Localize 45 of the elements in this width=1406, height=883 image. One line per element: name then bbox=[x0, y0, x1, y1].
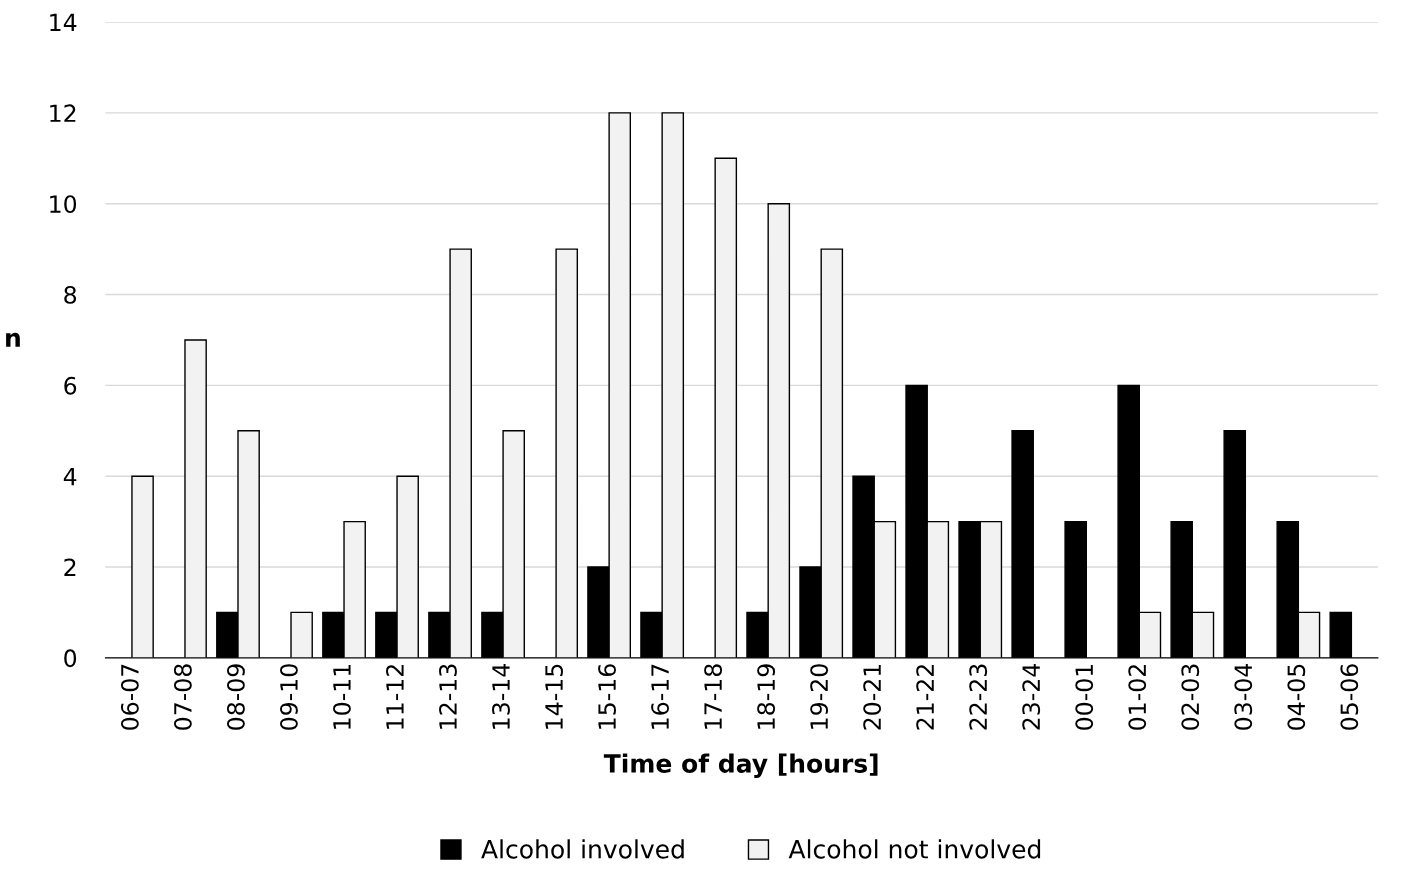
y-axis-title: n bbox=[6, 332, 20, 347]
x-tick-label: 17-18 bbox=[704, 664, 723, 729]
x-tick-label: 13-14 bbox=[492, 664, 510, 729]
x-tick-label: 23-24 bbox=[1022, 664, 1041, 730]
bar bbox=[1011, 430, 1034, 658]
x-tick-label: 09-10 bbox=[280, 664, 298, 730]
x-tick-label: 07-08 bbox=[173, 664, 192, 730]
bar bbox=[131, 475, 154, 658]
y-tick-label: 2 bbox=[64, 558, 76, 576]
bar bbox=[1223, 430, 1247, 658]
bar bbox=[1329, 611, 1353, 658]
legend-label: Alcohol involved bbox=[481, 839, 684, 859]
y-tick-label: 0 bbox=[64, 649, 77, 668]
x-tick-label: 08-09 bbox=[226, 664, 245, 730]
x-tick-label: 18-19 bbox=[757, 664, 776, 729]
x-tick-label: 19-20 bbox=[810, 664, 829, 729]
x-tick-label: 22-23 bbox=[969, 664, 988, 730]
y-tick-label: 8 bbox=[64, 285, 77, 304]
x-tick-label: 06-07 bbox=[120, 664, 139, 730]
bar bbox=[714, 157, 738, 658]
bar bbox=[1064, 520, 1087, 658]
x-tick-label: 12-13 bbox=[439, 664, 457, 729]
x-tick-label: 05-06 bbox=[1340, 664, 1359, 730]
bar bbox=[184, 339, 207, 658]
x-tick-label: 11-12 bbox=[386, 665, 404, 729]
x-tick-label: 10-11 bbox=[333, 664, 351, 729]
y-tick-label: 4 bbox=[63, 467, 77, 486]
bar bbox=[290, 611, 313, 658]
bar bbox=[555, 248, 579, 658]
x-tick-label: 21-22 bbox=[916, 665, 934, 730]
x-tick-label: 14-15 bbox=[545, 664, 563, 729]
y-tick-label: 6 bbox=[64, 376, 77, 395]
x-tick-label: 03-04 bbox=[1234, 664, 1253, 730]
x-tick-label: 02-03 bbox=[1181, 664, 1200, 730]
x-tick-label: 15-16 bbox=[598, 664, 616, 729]
y-tick-label: 14 bbox=[50, 13, 77, 32]
x-axis-title: Time of day [hours] bbox=[603, 753, 878, 778]
x-tick-label: 16-17 bbox=[651, 664, 669, 729]
x-tick-label: 04-05 bbox=[1287, 664, 1306, 730]
y-tick-label: 12 bbox=[50, 104, 76, 122]
x-tick-label: 20-21 bbox=[863, 664, 882, 730]
legend-label: Alcohol not involved bbox=[788, 839, 1041, 859]
x-tick-label: 00-01 bbox=[1075, 664, 1094, 730]
y-tick-label: 10 bbox=[50, 195, 77, 214]
x-tick-label: 01-02 bbox=[1128, 665, 1147, 730]
